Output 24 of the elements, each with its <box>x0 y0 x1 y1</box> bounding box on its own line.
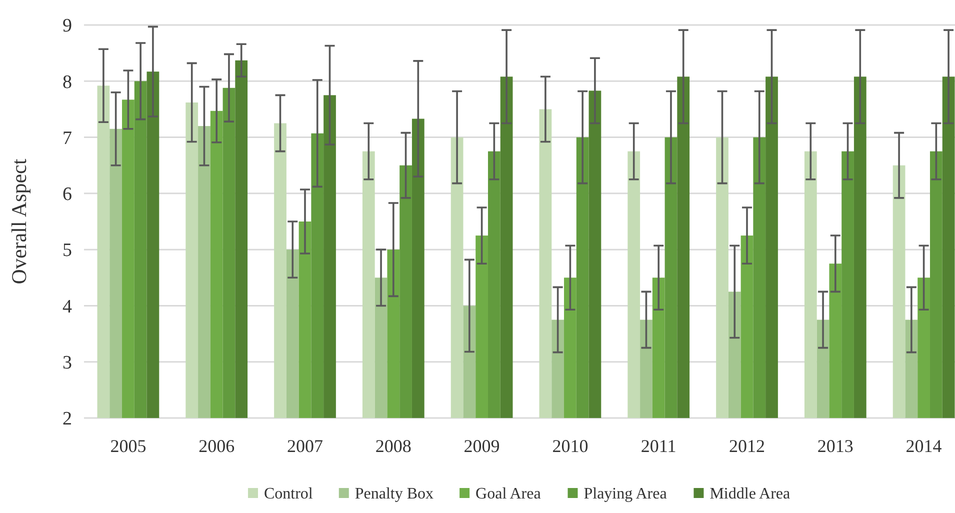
legend-label: Middle Area <box>710 486 790 503</box>
y-tick-label: 7 <box>62 128 72 149</box>
y-tick-label: 3 <box>62 352 72 374</box>
x-tick-label: 2012 <box>729 436 765 456</box>
x-tick-label: 2009 <box>464 436 500 456</box>
y-tick-label: 6 <box>62 184 72 206</box>
legend-label: Penalty Box <box>354 486 434 503</box>
y-axis-title: Overall Aspect <box>7 158 31 284</box>
legend-label: Control <box>264 486 314 503</box>
x-tick-label: 2005 <box>110 436 146 456</box>
y-tick-label: 2 <box>62 408 72 430</box>
x-tick-label: 2006 <box>198 436 235 456</box>
x-tick-label: 2011 <box>640 436 676 456</box>
x-tick-label: 2010 <box>552 436 588 456</box>
legend-label: Playing Area <box>584 486 667 503</box>
y-tick-label: 5 <box>62 240 72 262</box>
x-tick-label: 2014 <box>906 436 942 456</box>
y-tick-label: 9 <box>62 16 72 37</box>
x-tick-label: 2013 <box>817 436 854 456</box>
x-tick-label: 2008 <box>375 436 412 456</box>
y-tick-label: 4 <box>62 296 72 318</box>
legend-label: Goal Area <box>476 486 541 503</box>
x-tick-label: 2007 <box>287 436 323 456</box>
y-tick-label: 8 <box>62 72 72 93</box>
